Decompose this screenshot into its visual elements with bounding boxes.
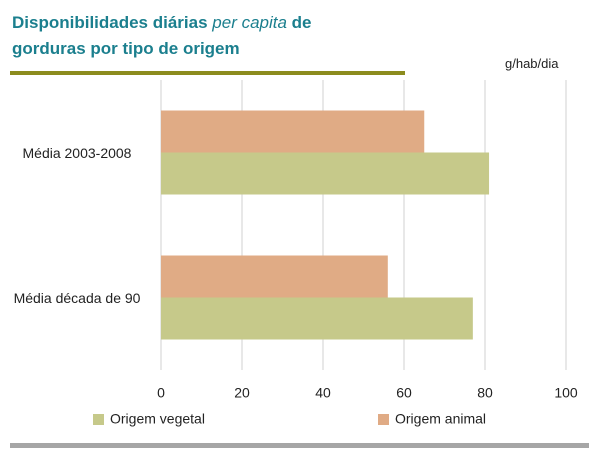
x-tick-label: 20 xyxy=(234,385,250,401)
bar xyxy=(161,297,473,340)
bottom-rule xyxy=(10,443,589,448)
x-tick-label: 40 xyxy=(315,385,331,401)
legend-label: Origem vegetal xyxy=(110,411,205,427)
bar xyxy=(161,255,388,298)
unit-label: g/hab/dia xyxy=(505,56,559,71)
bar xyxy=(161,152,490,195)
title-rule xyxy=(10,71,405,75)
x-tick-label: 80 xyxy=(477,385,493,401)
title-part: per capita xyxy=(212,13,287,32)
chart-title: Disponibilidades diárias per capita de g… xyxy=(12,10,312,62)
x-tick-label: 100 xyxy=(554,385,578,401)
y-tick-label: Média década de 90 xyxy=(13,289,141,306)
legend-label: Origem animal xyxy=(395,411,486,427)
x-tick-label: 60 xyxy=(396,385,412,401)
y-tick-label: Média 2003-2008 xyxy=(22,144,132,161)
x-tick-label: 0 xyxy=(157,385,165,401)
legend-swatch xyxy=(93,414,104,425)
title-part: de gorduras por tipo de origem xyxy=(12,13,312,58)
legend-swatch xyxy=(378,414,389,425)
title-part: Disponibilidades diárias xyxy=(12,13,213,32)
bar xyxy=(161,110,425,153)
